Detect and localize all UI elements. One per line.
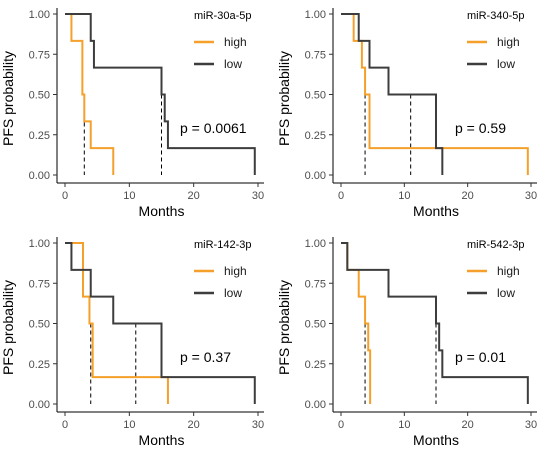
y-tick-label: 0.00 [305, 170, 326, 182]
x-tick-label: 30 [252, 190, 264, 202]
x-tick-label: 20 [462, 419, 474, 431]
legend-label-low: low [497, 286, 515, 300]
y-tick-label: 0.75 [29, 278, 50, 290]
x-tick-label: 10 [398, 419, 410, 431]
x-tick-label: 0 [338, 419, 344, 431]
y-tick-label: 0.25 [29, 359, 50, 371]
y-tick-label: 1.00 [305, 9, 326, 21]
km-panel: 0.00 0.25 0.50 0.75 1.00 0 10 20 30 Months PFS pro… [276, 237, 537, 448]
p-value-label: p = 0.01 [455, 349, 506, 365]
y-tick-label: 1.00 [305, 238, 326, 250]
x-tick-label: 30 [525, 190, 537, 202]
y-tick-label: 0.50 [305, 319, 326, 331]
p-value-label: p = 0.37 [180, 349, 231, 365]
p-value-label: p = 0.0061 [180, 120, 247, 136]
y-tick-label: 0.25 [305, 130, 326, 142]
km-curve-low [341, 242, 529, 404]
x-tick-label: 0 [62, 190, 68, 202]
km-curve-low [65, 242, 256, 404]
x-tick-label: 20 [188, 419, 200, 431]
y-axis-title: PFS probability [0, 51, 16, 146]
y-tick-label: 0.25 [305, 359, 326, 371]
y-tick-label: 0.75 [305, 49, 326, 61]
x-tick-label: 0 [62, 419, 68, 431]
x-tick-label: 30 [525, 419, 537, 431]
y-tick-label: 0.00 [29, 399, 50, 411]
legend-label-high: high [497, 264, 520, 278]
legend-title: miR-142-3p [194, 239, 251, 251]
y-tick-label: 0.00 [29, 170, 50, 182]
y-axis-title: PFS probability [0, 280, 16, 375]
y-tick-label: 1.00 [29, 238, 50, 250]
legend-label-low: low [224, 286, 242, 300]
x-axis-title: Months [413, 432, 459, 448]
x-axis-title: Months [139, 203, 185, 219]
x-tick-label: 20 [188, 190, 200, 202]
km-curve-high [65, 242, 169, 404]
y-tick-label: 0.00 [305, 399, 326, 411]
legend-label-low: low [497, 57, 515, 71]
km-curve-low [341, 13, 444, 175]
km-curve-low [65, 13, 256, 175]
y-tick-label: 0.75 [305, 278, 326, 290]
x-tick-label: 10 [123, 419, 135, 431]
y-tick-label: 0.75 [29, 49, 50, 61]
y-axis-title: PFS probability [276, 51, 292, 146]
legend-label-high: high [224, 264, 247, 278]
x-tick-label: 20 [462, 190, 474, 202]
legend-title: miR-30a-5p [194, 10, 251, 22]
y-tick-label: 0.50 [29, 319, 50, 331]
km-panel: 0.00 0.25 0.50 0.75 1.00 0 10 20 30 Months PFS pro… [0, 8, 264, 219]
legend-title: miR-542-3p [467, 239, 524, 251]
km-curve-high [65, 13, 115, 175]
legend-label-low: low [224, 57, 242, 71]
y-tick-label: 1.00 [29, 9, 50, 21]
km-curve-high [341, 242, 372, 404]
km-panel: 0.00 0.25 0.50 0.75 1.00 0 10 20 30 Months PFS pro… [276, 8, 537, 219]
legend-label-high: high [224, 35, 247, 49]
km-panel: 0.00 0.25 0.50 0.75 1.00 0 10 20 30 Months PFS pro… [0, 237, 264, 448]
y-tick-label: 0.50 [305, 90, 326, 102]
legend-label-high: high [497, 35, 520, 49]
x-tick-label: 0 [338, 190, 344, 202]
legend-title: miR-340-5p [467, 10, 524, 22]
x-tick-label: 10 [123, 190, 135, 202]
x-tick-label: 30 [252, 419, 264, 431]
y-axis-title: PFS probability [276, 280, 292, 375]
y-tick-label: 0.25 [29, 130, 50, 142]
p-value-label: p = 0.59 [455, 120, 506, 136]
x-axis-title: Months [413, 203, 459, 219]
x-tick-label: 10 [398, 190, 410, 202]
x-axis-title: Months [139, 432, 185, 448]
y-tick-label: 0.50 [29, 90, 50, 102]
